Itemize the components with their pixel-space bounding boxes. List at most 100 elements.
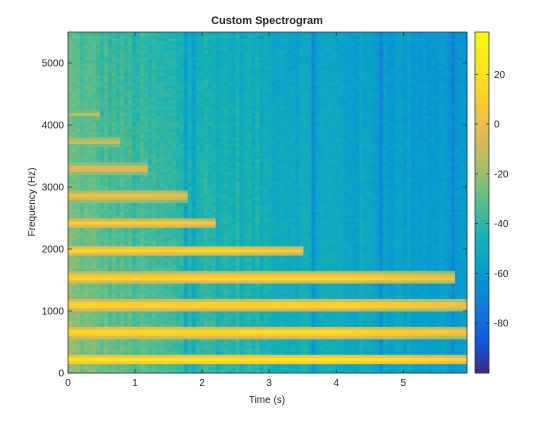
heatmap-cell [239, 72, 244, 76]
heatmap-cell [155, 221, 161, 225]
heatmap-cell [119, 125, 125, 129]
heatmap-cell [123, 292, 129, 296]
heatmap-cell [115, 100, 121, 104]
heatmap-cell [215, 103, 221, 107]
heatmap-cell [199, 276, 205, 281]
heatmap-cell [119, 286, 125, 290]
heatmap-cell [195, 211, 201, 216]
heatmap-cell [191, 180, 197, 185]
heatmap-cell [239, 125, 244, 129]
heatmap-cell [119, 38, 125, 42]
heatmap-cell [171, 162, 177, 166]
heatmap-cell [107, 156, 113, 160]
heatmap-cell [99, 69, 105, 73]
heatmap-cell [83, 289, 89, 293]
heatmap-cell [215, 264, 221, 268]
heatmap-cell [135, 121, 141, 126]
heatmap-cell [143, 47, 149, 51]
heatmap-cell [135, 47, 141, 51]
heatmap-cell [247, 292, 252, 296]
heatmap-cell [215, 193, 221, 197]
heatmap-cell [159, 323, 165, 327]
heatmap-cell [127, 140, 133, 144]
heatmap-cell [135, 295, 141, 299]
heatmap-cell [111, 121, 117, 126]
heatmap-cell [127, 304, 133, 309]
heatmap-cell [75, 286, 81, 290]
heatmap-cell [183, 137, 189, 141]
heatmap-cell [203, 69, 209, 73]
heatmap-cell [139, 183, 145, 188]
heatmap-cell [163, 323, 169, 327]
heatmap-cell [159, 317, 165, 321]
heatmap-cell [199, 38, 205, 42]
heatmap-cell [163, 94, 169, 98]
heatmap-cell [91, 208, 97, 213]
heatmap-cell [139, 162, 145, 166]
heatmap-cell [227, 255, 232, 259]
heatmap-cell [231, 165, 236, 169]
heatmap-cell [243, 311, 248, 315]
heatmap-cell [143, 366, 149, 371]
heatmap-cell [99, 159, 105, 163]
heatmap-cell [187, 187, 193, 191]
heatmap-cell [199, 311, 205, 315]
heatmap-cell [83, 332, 89, 337]
heatmap-cell [203, 335, 209, 340]
heatmap-cell [239, 211, 244, 216]
heatmap-cell [147, 221, 153, 225]
heatmap-cell [219, 366, 225, 371]
heatmap-cell [159, 214, 165, 219]
heatmap-cell [115, 261, 121, 265]
heatmap-cell [187, 177, 193, 182]
heatmap-cell [111, 149, 117, 154]
heatmap-cell [79, 258, 85, 262]
heatmap-cell [191, 236, 197, 241]
heatmap-cell [151, 289, 157, 293]
heatmap-cell [155, 94, 161, 98]
heatmap-cell [111, 214, 117, 219]
heatmap-cell [175, 59, 181, 64]
heatmap-cell [179, 280, 185, 284]
heatmap-cell [147, 270, 153, 275]
heatmap-cell [187, 335, 193, 340]
heatmap-cell [123, 159, 129, 163]
heatmap-cell [115, 128, 121, 132]
heatmap-cell [179, 53, 185, 58]
heatmap-cell [155, 363, 161, 368]
heatmap-cell [219, 103, 225, 107]
heatmap-cell [159, 50, 165, 55]
heatmap-cell [183, 258, 189, 262]
heatmap-cell [111, 106, 117, 110]
heatmap-cell [179, 295, 185, 299]
heatmap-cell [71, 354, 77, 358]
heatmap-cell [243, 227, 248, 231]
heatmap-cell [75, 276, 81, 281]
heatmap-cell [179, 348, 185, 352]
heatmap-cell [119, 329, 125, 334]
heatmap-cell [115, 177, 121, 182]
heatmap-cell [135, 249, 141, 253]
heatmap-cell [163, 121, 169, 126]
heatmap-cell [103, 317, 109, 321]
heatmap-cell [135, 177, 141, 182]
heatmap-cell [199, 205, 205, 210]
heatmap-cell [95, 289, 101, 293]
heatmap-cell [219, 289, 225, 293]
heatmap-cell [151, 44, 157, 48]
heatmap-cell [75, 249, 81, 253]
heatmap-cell [71, 264, 77, 268]
heatmap-cell [171, 354, 177, 358]
heatmap-cell [211, 97, 217, 101]
heatmap-cell [107, 283, 113, 287]
heatmap-cell [183, 177, 189, 182]
heatmap-cell [227, 44, 232, 48]
heatmap-cell [68, 323, 73, 327]
heatmap-cell [247, 289, 252, 293]
heatmap-cell [147, 94, 153, 98]
heatmap-cell [135, 298, 141, 303]
heatmap-cell [79, 230, 85, 234]
heatmap-cell [231, 128, 236, 132]
heatmap-cell [95, 252, 101, 256]
heatmap-cell [243, 180, 248, 185]
